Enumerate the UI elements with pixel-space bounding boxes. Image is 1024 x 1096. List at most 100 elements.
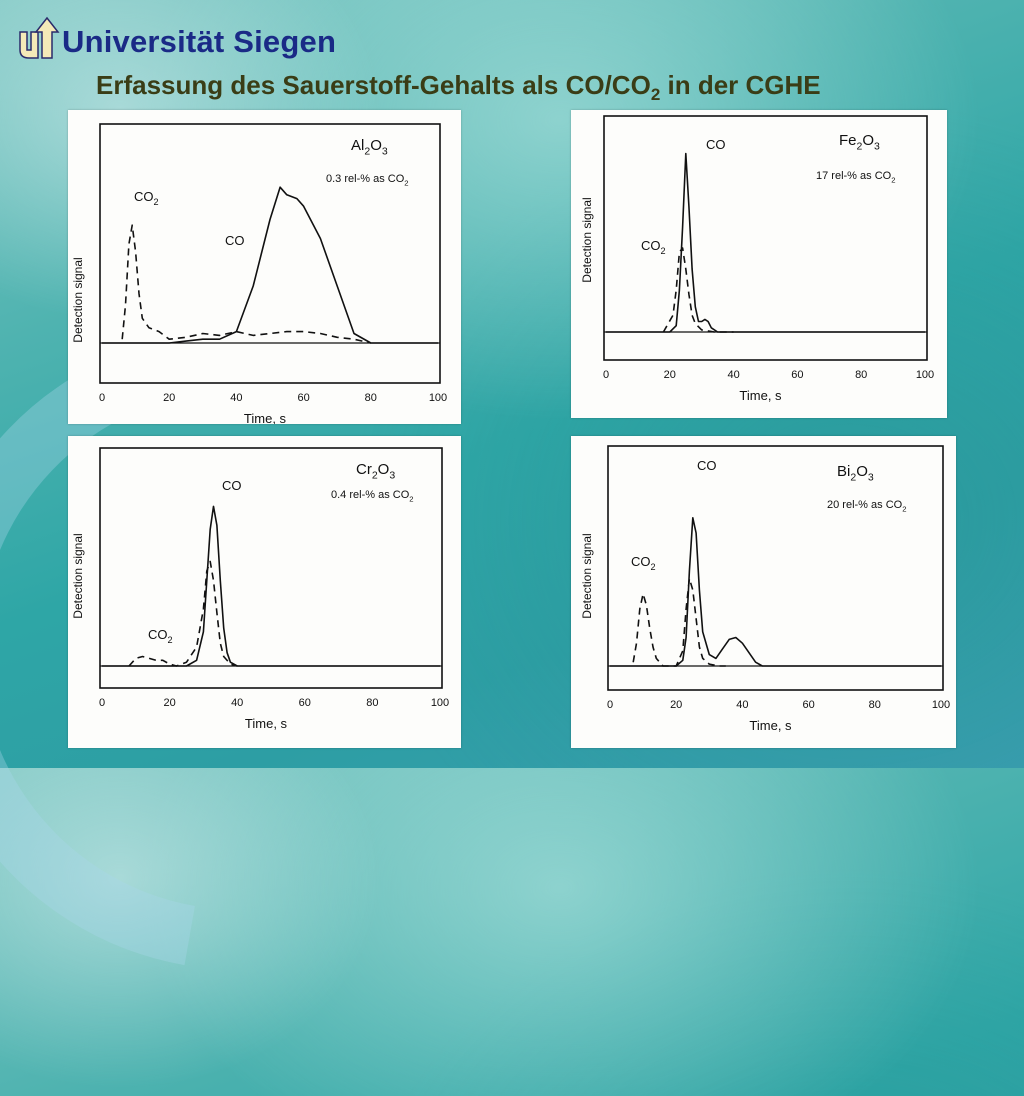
label-part: O [378,461,390,478]
x-axis-label: Time, s [749,718,792,733]
co-peak-label: CO [706,137,726,152]
x-tick-label: 60 [299,697,311,709]
plot-frame [99,123,441,384]
heading-subscript: 2 [650,85,661,105]
label-part: Fe [839,132,857,149]
co2-series-line [128,560,238,667]
subscript: 3 [389,470,395,482]
subscript: 2 [364,146,370,158]
co2-fraction-note: 20 rel-% as CO2 [827,499,906,513]
subscript: 2 [651,562,656,572]
label-part: Al [351,137,364,154]
y-axis-label: Detection signal [580,197,594,282]
subscript: 3 [382,146,388,158]
y-axis-label: Detection signal [71,533,85,618]
co-peak-label: CO [225,233,245,248]
institution-title: Universität Siegen [62,24,337,59]
label-part: 0.4 rel-% as CO [331,489,410,501]
co2-fraction-note: 0.4 rel-% as CO2 [331,489,414,503]
subscript: 2 [409,494,413,503]
label-part: Cr [356,461,372,478]
co-series-line [102,186,438,344]
subscript: 2 [372,470,378,482]
x-tick-label: 40 [231,697,243,709]
x-tick-label: 40 [736,699,748,711]
co-series-line [606,152,925,333]
x-tick-label: 60 [802,699,814,711]
subscript: 2 [891,175,895,184]
x-tick-label: 100 [932,699,950,711]
chart-panel-al2o3: 0 20 40 60 80 100 Time, s Detection signal Al2O3… [68,110,461,424]
x-tick-label: 0 [99,697,105,709]
co2-peak-label: CO2 [631,554,656,572]
subscript: 2 [902,504,906,513]
label-part: 0.3 rel-% as CO [326,173,405,185]
label-part: O [370,137,382,154]
co2-peak-label: CO2 [148,627,173,645]
co2-series-line [632,577,726,667]
x-tick-label: 80 [366,697,378,709]
label-part: CO [641,238,661,253]
x-tick-label: 20 [664,369,676,381]
oxide-title: Al2O3 [351,137,388,158]
y-axis-label: Detection signal [71,257,85,342]
chart-panel-cr2o3: 0 20 40 60 80 100 Time, s Detection signal Cr2O3… [68,436,461,748]
oxide-title: Fe2O3 [839,132,880,153]
subscript: 2 [857,141,863,153]
x-tick-label: 40 [727,369,739,381]
subscript: 2 [154,197,159,207]
label-part: CO [134,189,154,204]
y-axis-label: Detection signal [580,533,594,618]
chart-panel-bi2o3: 0 20 40 60 80 100 Time, s Detection signal Bi2O3… [571,436,956,748]
subscript: 2 [404,178,408,187]
x-tick-label: 80 [855,369,867,381]
x-tick-label: 80 [365,392,377,404]
x-tick-label: 100 [431,697,449,709]
co2-fraction-note: 17 rel-% as CO2 [816,170,895,184]
slide-heading: Erfassung des Sauerstoff-Gehalts als CO/… [96,70,821,105]
x-tick-label: 100 [916,369,934,381]
subscript: 2 [850,472,856,484]
x-tick-label: 20 [163,392,175,404]
x-tick-label: 80 [869,699,881,711]
x-axis-label: Time, s [739,388,782,403]
x-tick-label: 0 [607,699,613,711]
label-part: CO [148,627,168,642]
x-tick-label: 60 [791,369,803,381]
co-peak-label: CO [697,458,717,473]
label-part: CO [631,554,651,569]
label-part: O [862,132,874,149]
subscript: 3 [874,141,880,153]
x-tick-label: 0 [99,392,105,404]
co2-peak-label: CO2 [641,238,666,256]
plot-frame [603,115,928,361]
co2-peak-label: CO2 [134,189,159,207]
x-tick-label: 100 [429,392,447,404]
label-part: 17 rel-% as CO [816,170,892,182]
plot-frame [607,445,944,691]
label-part: 20 rel-% as CO [827,499,903,511]
heading-tail: in der CGHE [660,70,821,100]
label-part: Bi [837,463,850,480]
label-part: O [856,463,868,480]
oxide-title: Bi2O3 [837,463,874,484]
oxide-title: Cr2O3 [356,461,395,482]
x-tick-label: 60 [297,392,309,404]
x-tick-label: 0 [603,369,609,381]
co-peak-label: CO [222,478,242,493]
x-axis-label: Time, s [244,411,287,424]
subscript: 3 [868,472,874,484]
heading-main: Erfassung des Sauerstoff-Gehalts als CO/… [96,70,651,100]
subscript: 2 [168,635,173,645]
university-logo-icon [19,16,60,59]
x-axis-label: Time, s [245,716,288,731]
co-series-line [102,505,440,667]
x-tick-label: 20 [670,699,682,711]
chart-panel-fe2o3: 0 20 40 60 80 100 Time, s Detection signal Fe2O3… [571,110,947,418]
x-tick-label: 40 [230,392,242,404]
co-series-line [610,517,941,667]
